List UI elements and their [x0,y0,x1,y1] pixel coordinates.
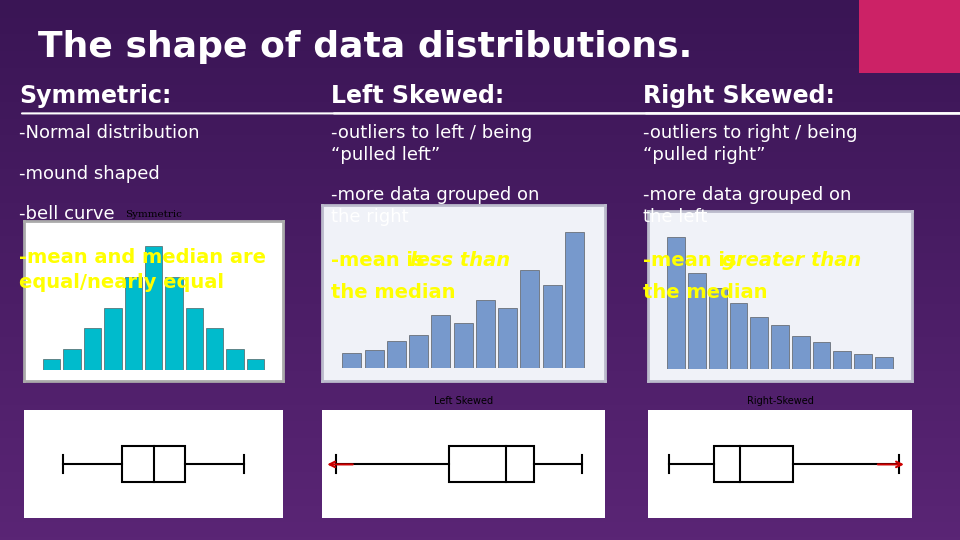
Bar [185,308,203,369]
Text: The shape of data distributions.: The shape of data distributions. [38,30,693,64]
Text: -mean is: -mean is [331,251,431,270]
Bar [476,300,495,368]
Bar [751,318,768,369]
Bar [520,270,540,368]
Bar [365,350,384,368]
Text: Left Skewed:: Left Skewed: [331,84,504,107]
Bar [813,342,830,369]
Text: the median: the median [331,284,456,302]
Bar [454,323,472,368]
Title: Symmetric: Symmetric [125,210,182,219]
Text: -more data grouped on
the left: -more data grouped on the left [643,186,852,226]
Bar [43,359,60,369]
Bar [730,303,747,369]
Bar [206,328,224,369]
Bar [667,237,685,369]
Text: the median: the median [643,284,768,302]
Bar [565,232,584,368]
Text: less than: less than [410,251,510,270]
Bar [431,315,450,368]
Text: -Normal distribution: -Normal distribution [19,124,200,142]
Bar [688,273,706,369]
Text: Left Skewed: Left Skewed [434,396,492,407]
Text: -more data grouped on
the right: -more data grouped on the right [331,186,540,226]
Text: -mean and median are
equal/nearly equal: -mean and median are equal/nearly equal [19,248,266,292]
Text: -bell curve: -bell curve [19,205,115,223]
Bar [343,353,361,368]
Bar [792,336,809,369]
Bar [449,447,534,482]
Text: -outliers to left / being
“pulled left”: -outliers to left / being “pulled left” [331,124,533,164]
Text: -outliers to right / being
“pulled right”: -outliers to right / being “pulled right… [643,124,857,164]
Bar [859,0,960,73]
Bar [247,359,264,369]
Bar [105,308,122,369]
Bar [854,354,872,369]
Text: Right Skewed:: Right Skewed: [643,84,835,107]
Bar [84,328,101,369]
Bar [498,308,517,368]
Bar [771,325,789,369]
Bar [714,447,793,482]
Bar [165,276,182,369]
Bar [63,349,81,369]
Bar [145,246,162,369]
Bar [125,276,142,369]
Bar [387,341,406,368]
Bar [409,335,428,368]
Bar [708,288,727,369]
Text: Right-Skewed: Right-Skewed [747,396,813,406]
Text: -mean is: -mean is [643,251,743,270]
Bar [542,285,562,368]
Text: greater than: greater than [722,251,861,270]
Bar [227,349,244,369]
Bar [123,447,184,482]
Text: Symmetric:: Symmetric: [19,84,172,107]
Bar [875,357,893,369]
Text: -mound shaped: -mound shaped [19,165,160,183]
Bar [833,351,852,369]
